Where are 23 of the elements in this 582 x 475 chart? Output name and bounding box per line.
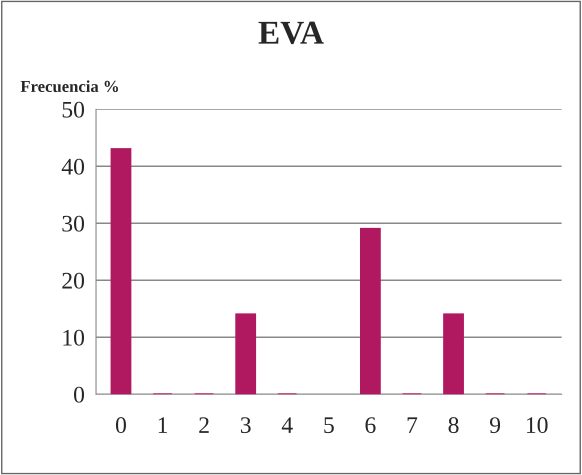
y-axis-title: Frecuencia % xyxy=(20,80,118,92)
x-tick-label: 3 xyxy=(240,417,251,434)
y-tick-label: 50 xyxy=(62,102,84,118)
bar xyxy=(360,228,381,394)
x-tick-label: 2 xyxy=(199,417,209,433)
x-tick-label: 8 xyxy=(448,417,459,434)
x-tick-label: 9 xyxy=(490,417,500,434)
bar xyxy=(235,313,256,394)
x-tick-label: 1 xyxy=(158,417,168,433)
y-tick-label: 0 xyxy=(74,386,84,403)
x-tick-label: 10 xyxy=(526,417,548,434)
x-tick-label: 6 xyxy=(366,417,376,434)
y-tick-label: 10 xyxy=(63,330,84,346)
y-tick-label: 30 xyxy=(62,216,84,232)
bar xyxy=(443,313,464,394)
x-tick-label: 4 xyxy=(282,417,293,433)
bar xyxy=(110,148,132,394)
chart-title: EVA xyxy=(258,22,324,44)
x-tick-label: 0 xyxy=(116,417,126,434)
x-tick-label: 7 xyxy=(408,417,418,433)
y-tick-label: 40 xyxy=(62,158,84,175)
y-tick-label: 20 xyxy=(62,272,84,289)
x-tick-label: 5 xyxy=(324,417,334,434)
